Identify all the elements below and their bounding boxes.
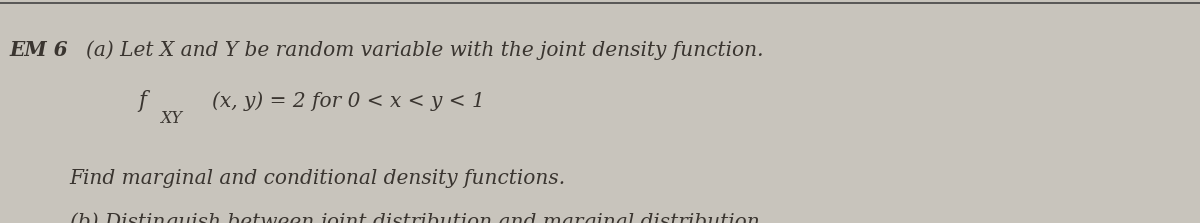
Text: XY: XY (160, 110, 181, 127)
Text: f: f (138, 90, 146, 112)
Text: (b) Distinguish between joint distribution and marginal distribution.: (b) Distinguish between joint distributi… (70, 212, 766, 223)
Text: Find marginal and conditional density functions.: Find marginal and conditional density fu… (70, 169, 565, 188)
Text: (a) Let X and Y be random variable with the joint density function.: (a) Let X and Y be random variable with … (86, 40, 764, 60)
Text: (x, y) = 2 for 0 < x < y < 1: (x, y) = 2 for 0 < x < y < 1 (212, 91, 485, 111)
Text: EM 6: EM 6 (10, 40, 68, 60)
